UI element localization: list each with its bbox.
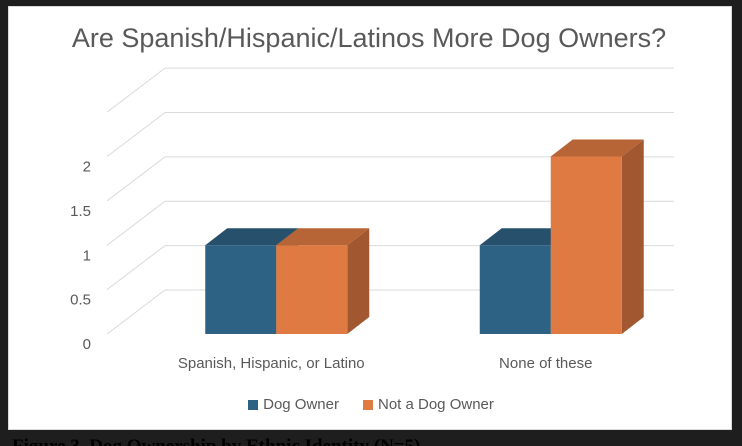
x-axis-categories: Spanish, Hispanic, or Latino None of thes… [178, 355, 593, 372]
y-tick-label: 1 [83, 247, 91, 264]
bar-top-0-1 [479, 228, 573, 246]
bar-side-1-1 [621, 139, 644, 334]
bar-top-0-0 [205, 228, 299, 246]
caption-strip: Figure 3. Dog Ownership by Ethnic Identi… [8, 432, 732, 446]
y-tick-label: 0 [83, 336, 91, 353]
gridline-side-2 [106, 200, 166, 246]
chart-frame: Are Spanish/Hispanic/Latinos More Dog Ow… [8, 6, 732, 430]
x-category-label: None of these [499, 355, 592, 372]
bars [205, 139, 644, 334]
bar-front-1-0 [276, 245, 348, 334]
legend: Dog Owner Not a Dog Owner [9, 396, 733, 413]
bar-side-1-0 [347, 228, 370, 334]
gridline-side-5 [106, 67, 166, 113]
bar-top-1-1 [550, 139, 644, 157]
legend-label-not-dog-owner: Not a Dog Owner [377, 396, 494, 413]
y-tick-label: 1.5 [70, 203, 91, 220]
legend-swatch-dog-owner [248, 399, 259, 410]
figure-caption: Figure 3. Dog Ownership by Ethnic Identi… [12, 436, 420, 446]
gridline-side-1 [106, 245, 166, 291]
legend-label-dog-owner: Dog Owner [263, 396, 339, 413]
y-tick-label: 2 [83, 159, 91, 176]
chart-title: Are Spanish/Hispanic/Latinos More Dog Ow… [71, 23, 667, 53]
gridline-side-3 [106, 156, 166, 202]
y-tick-label: 0.5 [70, 292, 91, 309]
legend-item-not-dog-owner: Not a Dog Owner [362, 396, 494, 413]
bar-chart-3d: 0 0.5 1 1.5 2 Spanish, Hispanic, or Latino No… [70, 67, 674, 372]
y-axis-ticks: 0 0.5 1 1.5 2 [70, 159, 91, 354]
legend-swatch-not-dog-owner [362, 399, 373, 410]
bar-front-0-0 [205, 245, 277, 334]
gridline-side-0 [106, 289, 166, 335]
bar-front-1-1 [550, 156, 622, 334]
bar-front-0-1 [479, 245, 551, 334]
legend-item-dog-owner: Dog Owner [248, 396, 339, 413]
gridline-side-4 [106, 112, 166, 157]
bar-top-1-0 [276, 228, 370, 246]
x-category-label: Spanish, Hispanic, or Latino [178, 355, 365, 372]
